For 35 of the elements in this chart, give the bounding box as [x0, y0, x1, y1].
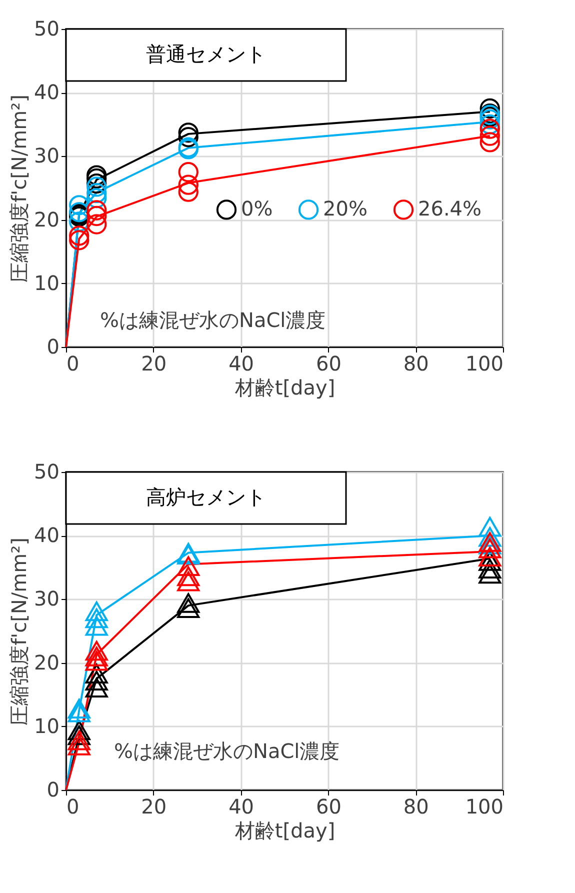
y-tick-label: 10	[34, 270, 60, 295]
y-tick-label: 30	[34, 586, 60, 611]
y-tick-label: 40	[34, 523, 60, 548]
y-tick-label: 0	[46, 334, 60, 358]
x-tick-label: 0	[66, 794, 80, 818]
annotation: %は練混ぜ水のNaCl濃度	[114, 739, 340, 763]
y-tick-label: 30	[34, 144, 60, 168]
x-tick-label: 40	[228, 352, 254, 376]
x-tick-label: 20	[141, 352, 167, 376]
y-tick-label: 40	[34, 80, 60, 104]
x-tick-label: 0	[66, 352, 80, 376]
y-tick-label: 10	[34, 714, 60, 738]
y-tick-label: 20	[34, 650, 60, 674]
y-axis-title: 圧縮強度f'c[N/mm²]	[7, 94, 32, 282]
x-tick-label: 80	[403, 794, 429, 818]
annotation: %は練混ぜ水のNaCl濃度	[100, 308, 326, 332]
x-tick-label: 40	[228, 794, 254, 818]
text: 高炉セメント	[146, 485, 266, 509]
legend-label: 0%	[241, 196, 273, 221]
y-tick-label: 50	[34, 460, 60, 484]
x-tick-label: 100	[465, 794, 504, 818]
y-tick-label: 20	[34, 207, 60, 232]
y-axis-title: 圧縮強度f'c[N/mm²]	[7, 538, 32, 726]
x-tick-label: 80	[403, 352, 429, 376]
x-tick-label: 20	[141, 794, 167, 818]
text: 普通セメント	[146, 42, 266, 66]
x-tick-label: 100	[465, 352, 504, 376]
x-axis-title: 材齢t[day]	[234, 376, 336, 400]
legend-label: 20%	[323, 196, 368, 221]
x-tick-label: 60	[316, 352, 342, 376]
x-tick-label: 60	[316, 794, 342, 818]
y-tick-label: 0	[46, 778, 60, 802]
y-tick-label: 50	[34, 16, 60, 40]
legend-label: 26.4%	[418, 196, 482, 221]
x-axis-title: 材齢t[day]	[234, 818, 336, 842]
